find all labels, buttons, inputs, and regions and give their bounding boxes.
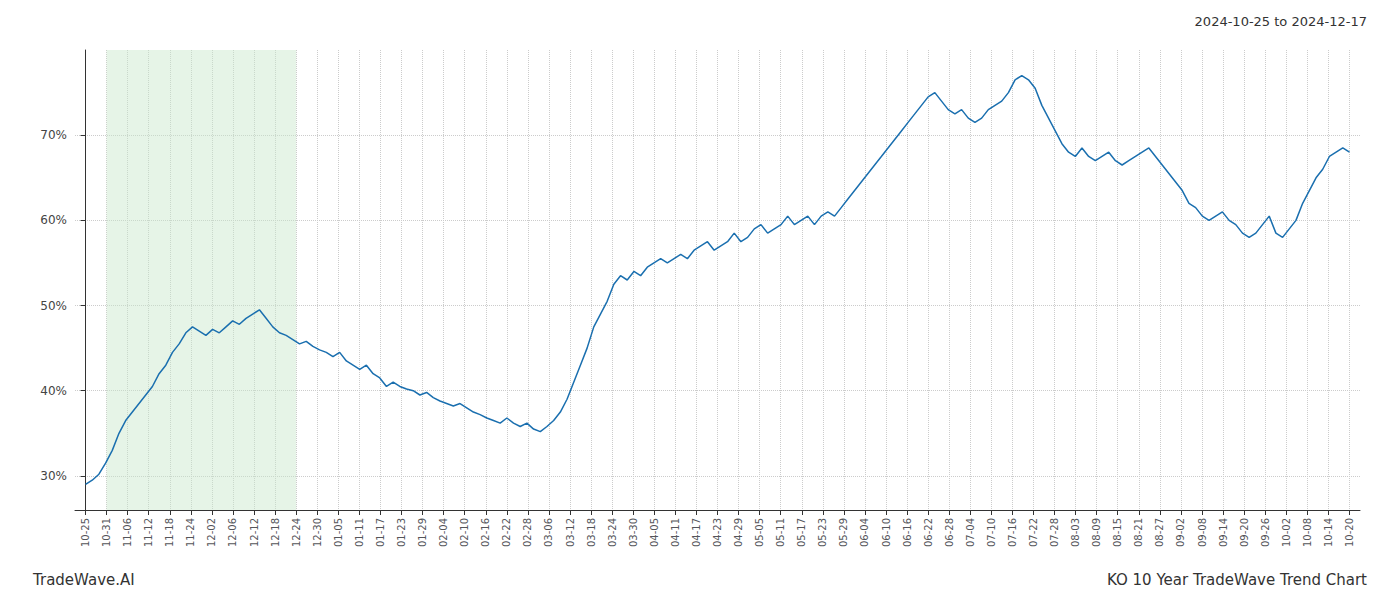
- svg-text:02-10: 02-10: [459, 518, 470, 547]
- svg-text:30%: 30%: [40, 469, 67, 483]
- svg-text:07-10: 07-10: [986, 518, 997, 547]
- svg-text:05-23: 05-23: [817, 518, 828, 547]
- svg-text:05-05: 05-05: [754, 518, 765, 547]
- svg-text:05-17: 05-17: [796, 518, 807, 547]
- svg-text:02-22: 02-22: [501, 518, 512, 547]
- svg-text:05-11: 05-11: [775, 518, 786, 547]
- svg-text:10-31: 10-31: [101, 518, 112, 547]
- svg-text:04-11: 04-11: [670, 518, 681, 547]
- svg-text:03-24: 03-24: [607, 518, 618, 547]
- svg-text:10-14: 10-14: [1323, 518, 1334, 547]
- svg-text:01-05: 01-05: [333, 518, 344, 547]
- svg-text:06-10: 06-10: [881, 518, 892, 547]
- svg-text:10-20: 10-20: [1344, 518, 1355, 547]
- svg-text:07-28: 07-28: [1049, 518, 1060, 547]
- svg-text:09-02: 09-02: [1175, 518, 1186, 547]
- svg-text:50%: 50%: [40, 299, 67, 313]
- svg-text:08-03: 08-03: [1070, 518, 1081, 547]
- svg-text:07-22: 07-22: [1028, 518, 1039, 547]
- svg-text:2024-10-25 to 2024-12-17: 2024-10-25 to 2024-12-17: [1195, 14, 1367, 29]
- svg-text:06-04: 06-04: [859, 518, 870, 547]
- svg-text:04-05: 04-05: [649, 518, 660, 547]
- svg-text:12-12: 12-12: [249, 518, 260, 547]
- svg-text:04-17: 04-17: [691, 518, 702, 547]
- svg-text:12-24: 12-24: [291, 518, 302, 547]
- svg-text:01-17: 01-17: [375, 518, 386, 547]
- svg-text:11-24: 11-24: [185, 518, 196, 547]
- svg-text:08-21: 08-21: [1133, 518, 1144, 547]
- svg-text:04-23: 04-23: [712, 518, 723, 547]
- svg-text:07-04: 07-04: [965, 518, 976, 547]
- svg-text:02-04: 02-04: [438, 518, 449, 547]
- svg-text:12-06: 12-06: [227, 518, 238, 547]
- svg-text:06-16: 06-16: [902, 518, 913, 547]
- svg-text:60%: 60%: [40, 213, 67, 227]
- svg-text:11-06: 11-06: [122, 518, 133, 547]
- svg-text:03-12: 03-12: [565, 518, 576, 547]
- svg-text:11-18: 11-18: [164, 518, 175, 547]
- svg-text:12-02: 12-02: [206, 518, 217, 547]
- svg-text:02-28: 02-28: [522, 518, 533, 547]
- svg-text:09-26: 09-26: [1260, 518, 1271, 547]
- svg-text:09-08: 09-08: [1197, 518, 1208, 547]
- svg-text:03-18: 03-18: [586, 518, 597, 547]
- svg-text:01-11: 01-11: [354, 518, 365, 547]
- svg-text:70%: 70%: [40, 128, 67, 142]
- svg-text:08-09: 08-09: [1091, 518, 1102, 547]
- svg-text:01-29: 01-29: [417, 518, 428, 547]
- svg-text:11-12: 11-12: [143, 518, 154, 547]
- svg-text:12-30: 12-30: [312, 518, 323, 547]
- svg-text:07-16: 07-16: [1007, 518, 1018, 547]
- svg-text:10-02: 10-02: [1281, 518, 1292, 547]
- svg-text:06-28: 06-28: [944, 518, 955, 547]
- svg-text:12-18: 12-18: [270, 518, 281, 547]
- svg-text:08-15: 08-15: [1112, 518, 1123, 547]
- svg-text:08-27: 08-27: [1154, 518, 1165, 547]
- svg-text:05-29: 05-29: [838, 518, 849, 547]
- svg-text:03-06: 03-06: [543, 518, 554, 547]
- svg-text:09-14: 09-14: [1218, 518, 1229, 547]
- svg-text:10-25: 10-25: [80, 518, 91, 547]
- svg-text:09-20: 09-20: [1239, 518, 1250, 547]
- svg-text:02-16: 02-16: [480, 518, 491, 547]
- svg-text:10-08: 10-08: [1302, 518, 1313, 547]
- svg-text:40%: 40%: [40, 384, 67, 398]
- svg-text:TradeWave.AI: TradeWave.AI: [32, 571, 135, 589]
- svg-text:03-30: 03-30: [628, 518, 639, 547]
- svg-text:06-22: 06-22: [923, 518, 934, 547]
- svg-text:04-29: 04-29: [733, 518, 744, 547]
- svg-text:KO 10 Year TradeWave Trend Cha: KO 10 Year TradeWave Trend Chart: [1107, 571, 1367, 589]
- svg-text:01-23: 01-23: [396, 518, 407, 547]
